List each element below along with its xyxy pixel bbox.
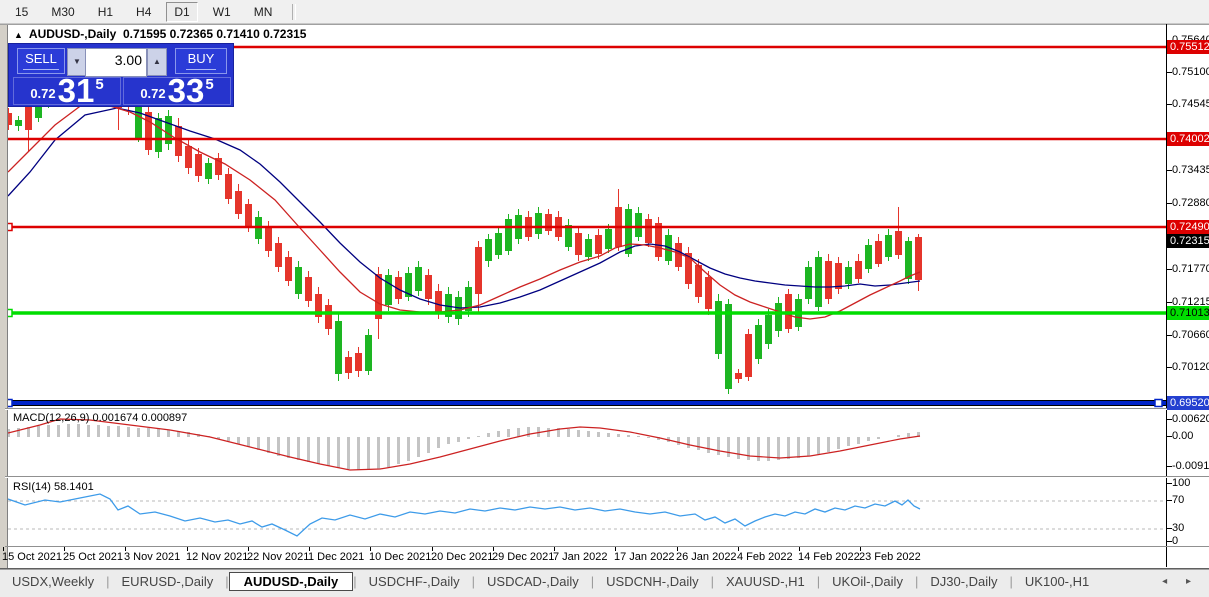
- date-axis-label: 3 Nov 2021: [124, 551, 181, 563]
- date-axis-label: 29 Dec 2021: [492, 551, 555, 563]
- macd-indicator-label: MACD(12,26,9) 0.001674 0.000897: [13, 412, 188, 424]
- timeframe-button-d1[interactable]: D1: [166, 1, 198, 22]
- level-price-label: 0.71013: [1167, 306, 1209, 320]
- date-axis-label: 14 Feb 2022: [798, 551, 860, 563]
- chart-tab-usdcnhdaily[interactable]: USDCNH-,Daily: [606, 573, 699, 589]
- price-axis-tick: 30: [1172, 522, 1185, 534]
- current-price-label: 0.72315: [1167, 234, 1209, 248]
- price-axis-tick: 0.75100: [1172, 66, 1209, 78]
- chart-tab-usdchfdaily[interactable]: USDCHF-,Daily: [368, 573, 460, 589]
- date-axis-label: 10 Dec 2021: [369, 551, 432, 563]
- timeframe-button-w1[interactable]: W1: [212, 4, 231, 19]
- date-axis-label: 20 Dec 2021: [431, 551, 494, 563]
- level-price-label: 0.75512: [1167, 40, 1209, 54]
- level-price-label: 0.74002: [1167, 132, 1209, 146]
- status-bar: [0, 591, 1209, 597]
- chart-ohlc-header: ▲ AUDUSD-,Daily 0.71595 0.72365 0.71410 0…: [14, 27, 306, 41]
- tab-divider: |: [914, 573, 919, 589]
- chart-tab-usdcaddaily[interactable]: USDCAD-,Daily: [487, 573, 579, 589]
- date-axis-label: 17 Jan 2022: [614, 551, 675, 563]
- volume-input[interactable]: 3.00: [85, 48, 147, 77]
- price-axis-tick: 0.71770: [1172, 263, 1209, 275]
- timeframe-toolbar: 15 M30 H1 H4 D1 W1 MN: [0, 0, 1209, 24]
- date-axis-label: 25 Oct 2021: [63, 551, 123, 563]
- price-axis-tick: 0.74545: [1172, 98, 1209, 110]
- price-axis-tick: 70: [1172, 494, 1185, 506]
- price-axis-tick: 0.72880: [1172, 197, 1209, 209]
- tab-divider: |: [106, 573, 110, 589]
- chart-tab-eurusddaily[interactable]: EURUSD-,Daily: [121, 573, 214, 589]
- tab-divider: |: [225, 573, 229, 589]
- price-axis-tick: 0: [1172, 535, 1179, 547]
- tab-divider: |: [816, 573, 821, 589]
- price-axis-tick: -0.00919: [1172, 460, 1209, 472]
- timeframe-button-mn[interactable]: MN: [253, 4, 273, 19]
- volume-increase-button[interactable]: ▲: [147, 48, 167, 76]
- tab-divider: |: [1009, 573, 1013, 589]
- date-axis-label: 7 Jan 2022: [553, 551, 608, 563]
- tab-divider: |: [353, 573, 357, 589]
- date-axis-label: 4 Feb 2022: [737, 551, 793, 563]
- one-click-trading-panel: SELL ▼ 3.00 ▲ BUY 0.72 31 5 0.72 33 5: [8, 43, 234, 107]
- chart-ohlc-values: 0.71595 0.72365 0.71410 0.72315: [122, 27, 307, 41]
- tab-scroll-arrows[interactable]: ◂ ▸: [1162, 575, 1199, 587]
- level-price-label: 0.72490: [1167, 220, 1209, 234]
- sell-price-quote[interactable]: 0.72 31 5: [13, 74, 121, 107]
- level-price-label: 0.69520: [1167, 396, 1209, 410]
- timeframe-button-m30[interactable]: M30: [51, 4, 75, 19]
- tab-divider: |: [590, 573, 595, 589]
- date-axis-label: 12 Nov 2021: [186, 551, 249, 563]
- chart-tab-bar: USDX,Weekly | EURUSD-,Daily | AUDUSD-,Daily |…: [0, 569, 1209, 592]
- chart-tab-dj30daily[interactable]: DJ30-,Daily: [930, 573, 998, 589]
- chart-symbol-title: AUDUSD-,Daily: [28, 27, 117, 41]
- date-axis-label: 1 Dec 2021: [308, 551, 365, 563]
- date-axis-label: 22 Nov 2021: [247, 551, 310, 563]
- chart-tab-ukoildaily[interactable]: UKOil-,Daily: [832, 573, 903, 589]
- sell-button[interactable]: SELL: [17, 48, 65, 74]
- price-axis-tick: 0.73435: [1172, 164, 1209, 176]
- buy-price-quote[interactable]: 0.72 33 5: [123, 74, 231, 107]
- tab-divider: |: [710, 573, 715, 589]
- chart-tab-uk100h1[interactable]: UK100-,H1: [1024, 573, 1090, 589]
- date-axis-label: 23 Feb 2022: [859, 551, 921, 563]
- timeframe-button-h1[interactable]: H1: [97, 4, 114, 19]
- chart-tab-usdxweekly[interactable]: USDX,Weekly: [12, 573, 95, 589]
- price-axis-tick: 0.006201: [1172, 413, 1209, 425]
- chart-tab-xauusdh1[interactable]: XAUUSD-,H1: [726, 573, 805, 589]
- price-axis-tick: 0.71215: [1172, 296, 1209, 308]
- date-axis-label: 26 Jan 2022: [676, 551, 737, 563]
- toolbar-separator: [292, 3, 297, 20]
- rsi-indicator-label: RSI(14) 58.1401: [13, 481, 94, 493]
- tab-divider: |: [471, 573, 476, 589]
- price-axis-tick: 100: [1172, 477, 1191, 489]
- date-axis-label: 15 Oct 2021: [2, 551, 62, 563]
- collapse-chart-icon[interactable]: ▲: [14, 30, 23, 40]
- price-axis-tick: 0.70120: [1172, 361, 1209, 373]
- timeframe-button-h4[interactable]: H4: [136, 4, 152, 19]
- price-axis-tick: 0.00: [1172, 430, 1194, 442]
- window-left-edge: [0, 24, 8, 568]
- timeframe-button-15[interactable]: 15: [15, 4, 29, 19]
- price-axis-tick: 0.70660: [1172, 329, 1209, 341]
- buy-button[interactable]: BUY: [175, 48, 227, 74]
- chart-tab-audusddaily[interactable]: AUDUSD-,Daily: [228, 571, 354, 591]
